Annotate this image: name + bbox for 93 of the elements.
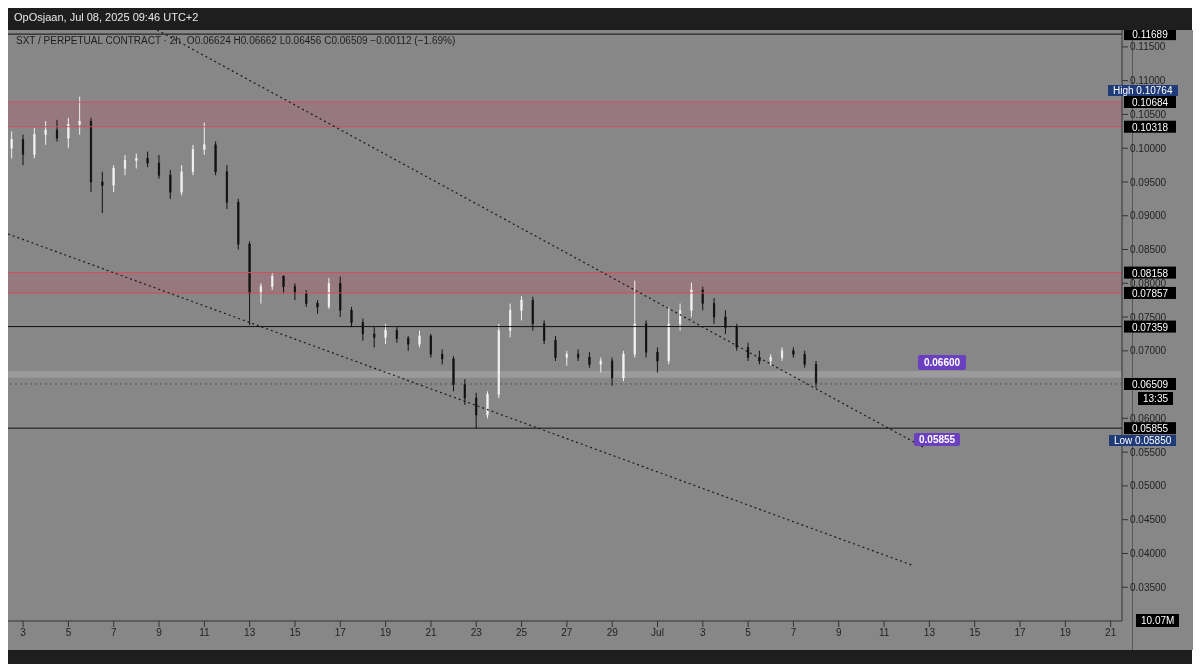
x-tick-label: 19 — [380, 627, 392, 639]
x-tick-label: 9 — [156, 627, 163, 639]
y-tick-label: 0.03500 — [1130, 581, 1167, 593]
candlestick — [486, 390, 489, 419]
candlestick — [429, 333, 432, 359]
candlestick — [282, 274, 285, 294]
candlestick — [203, 122, 206, 156]
x-tick-label: 5 — [65, 627, 72, 639]
y-tick-label: 0.08000 — [1130, 277, 1167, 289]
candlestick — [67, 117, 70, 149]
ref-line-label: 0.05855 — [1131, 423, 1169, 435]
y-tick-label: 0.07000 — [1130, 345, 1167, 357]
candlestick — [554, 335, 557, 362]
candlestick — [157, 154, 161, 180]
y-tick-label: 0.08500 — [1130, 244, 1167, 256]
y-tick-label: 0.11500 — [1130, 41, 1166, 53]
candlestick — [101, 171, 104, 214]
x-tick-label: 3 — [20, 627, 27, 639]
candlestick — [611, 357, 614, 387]
x-tick-label: 21 — [1105, 627, 1117, 639]
x-tick-label: 19 — [1059, 627, 1072, 639]
candlestick — [44, 120, 47, 146]
x-tick-label: 7 — [110, 627, 117, 639]
candlestick — [10, 130, 13, 159]
candlestick — [678, 303, 682, 332]
text: 10.07M — [1136, 614, 1180, 627]
annotation: High 0.10764 — [1108, 85, 1178, 96]
x-tick-label: 13 — [923, 627, 936, 639]
band-label: 0.06600 — [923, 357, 961, 369]
candlestick — [327, 277, 330, 310]
x-tick-label: 13 — [244, 627, 256, 639]
y-tick-label: 0.11000 — [1130, 75, 1166, 87]
ref-line-label: 0.10318 — [1131, 121, 1169, 133]
candlestick — [622, 350, 625, 382]
candlestick — [33, 127, 36, 159]
candlestick — [463, 378, 466, 406]
y-tick-label: 0.04500 — [1130, 514, 1167, 526]
ref-line-label: 0.07359 — [1131, 321, 1169, 333]
candlestick — [656, 346, 659, 373]
candlestick — [169, 169, 172, 200]
x-tick-label: 5 — [745, 627, 752, 639]
ref-line-label: 0.08158 — [1131, 267, 1169, 279]
x-tick-label: 7 — [790, 627, 797, 639]
y-tick-label: 0.10500 — [1130, 108, 1167, 120]
x-tick-label: 3 — [700, 627, 707, 639]
annotation: 0.05855 — [914, 433, 961, 446]
candlestick — [55, 119, 59, 142]
ref-line-label: 0.07857 — [1131, 287, 1169, 299]
y-tick-label: 0.06000 — [1130, 412, 1167, 424]
y-tick-label: 0.05500 — [1130, 446, 1167, 458]
x-tick-label: 15 — [289, 627, 301, 639]
y-tick-label: 0.09500 — [1130, 176, 1167, 188]
text: OpOsjaan, Jul 08, 2025 09:46 UTC+2 — [14, 11, 199, 23]
y-tick-label: 0.10000 — [1130, 142, 1167, 154]
y-tick-label: 0.05000 — [1130, 480, 1167, 492]
candlestick — [384, 323, 387, 345]
x-tick-label: 11 — [199, 627, 210, 639]
x-tick-label: 25 — [516, 627, 528, 639]
candlestick — [293, 282, 296, 301]
candlestick — [259, 282, 263, 305]
candlestick — [509, 303, 512, 338]
candlestick — [520, 295, 523, 321]
x-tick-label: 17 — [334, 627, 347, 639]
x-tick-label: Jul — [651, 627, 664, 639]
candlestick — [78, 96, 81, 136]
text: 13:35 — [1138, 392, 1174, 405]
ref-line-label: 0.11689 — [1132, 29, 1169, 41]
annotation: Low 0.05850 — [1109, 435, 1177, 446]
candlestick — [712, 297, 716, 325]
ref-line-label: 0.10684 — [1131, 97, 1169, 108]
text: SXT / PERPETUAL CONTRACT · 2h — [16, 35, 181, 46]
x-tick-label: 29 — [606, 627, 619, 639]
x-tick-label: 9 — [836, 627, 842, 639]
x-tick-label: 21 — [425, 627, 437, 639]
candlestick — [690, 282, 693, 318]
y-tick-label: 0.04000 — [1130, 548, 1167, 560]
candlestick — [577, 348, 580, 362]
x-tick-label: 23 — [470, 627, 483, 639]
y-tick-label: 0.07500 — [1130, 311, 1167, 323]
candlestick — [191, 144, 195, 176]
candlestick — [112, 164, 115, 193]
candlestick — [21, 134, 25, 166]
candlestick — [746, 342, 750, 362]
x-tick-label: 15 — [969, 627, 981, 639]
text: O0.06624 H0.06662 L0.06456 C0.06509 −0.00112 (−1.69%) — [186, 35, 456, 46]
candlestick — [180, 164, 183, 196]
x-tick-label: 17 — [1014, 627, 1027, 639]
candlestick — [123, 154, 127, 176]
x-tick-label: 27 — [561, 627, 573, 639]
ref-line-label: 0.06509 — [1131, 378, 1169, 390]
x-tick-label: 11 — [878, 627, 890, 639]
candlestick — [814, 360, 818, 389]
y-tick-label: 0.09000 — [1130, 210, 1167, 222]
